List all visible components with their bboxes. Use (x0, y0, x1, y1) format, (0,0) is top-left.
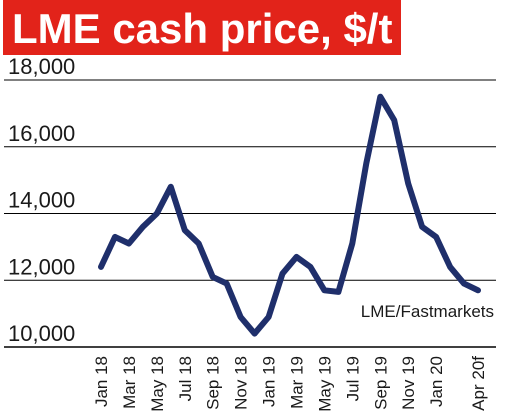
x-tick-label: Nov 18 (232, 356, 251, 410)
x-tick-label: May 18 (148, 356, 167, 412)
x-tick-label: Mar 19 (287, 356, 306, 409)
title-bar (3, 0, 401, 55)
x-axis: Jan 18 Mar 18 May 18 Jul 18 Sep 18 Nov 18 Jan … (92, 356, 488, 412)
x-tick-label: Sep 18 (204, 356, 223, 410)
x-tick-label: Jan 19 (260, 356, 279, 407)
y-axis: 18,000 16,000 14,000 12,000 10,000 (8, 54, 75, 346)
x-tick-label: Sep 19 (371, 356, 390, 410)
grid-lines (4, 79, 496, 348)
x-tick-label: May 19 (315, 356, 334, 412)
x-tick-label: Nov 19 (399, 356, 418, 410)
x-tick-label: Mar 18 (120, 356, 139, 409)
y-tick-label: 14,000 (8, 188, 75, 213)
y-tick-label: 18,000 (8, 54, 75, 79)
y-tick-label: 12,000 (8, 254, 75, 279)
y-tick-label: 10,000 (8, 321, 75, 346)
y-tick-label: 16,000 (8, 121, 75, 146)
x-tick-label: Jan 20 (427, 356, 446, 407)
chart-title: LME cash price, $/t (12, 5, 392, 52)
x-tick-label: Jul 19 (343, 356, 362, 401)
series-line (98, 93, 481, 337)
source-label: LME/Fastmarkets (361, 302, 494, 321)
x-tick-label: Jan 18 (92, 356, 111, 407)
x-tick-label: Apr 20f (469, 356, 488, 411)
x-tick-label: Jul 18 (176, 356, 195, 401)
